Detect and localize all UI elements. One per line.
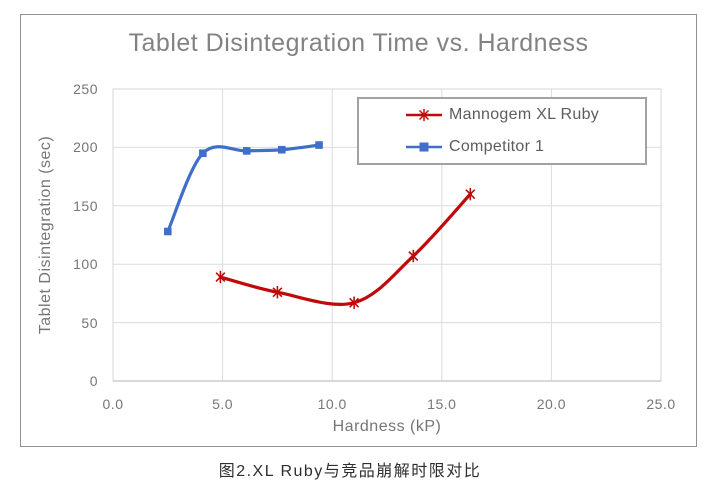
y-tick-label: 50 [81,314,98,331]
chart-frame [20,14,697,447]
asterisk-marker-icon [406,109,442,121]
square-marker-icon [406,142,442,152]
y-axis-title: Tablet Disintegration (sec) [37,135,54,335]
legend-item-competitor: Competitor 1 [359,131,645,163]
x-tick-label: 20.0 [536,396,567,412]
legend-item-mannogem: Mannogem XL Ruby [359,99,645,131]
x-tick-label: 5.0 [212,396,234,412]
y-tick-label: 0 [89,373,98,389]
y-tick-label: 200 [73,139,98,156]
y-tick-label: 150 [73,197,98,214]
chart-title: Tablet Disintegration Time vs. Hardness [128,29,589,57]
x-tick-label: 15.0 [427,396,457,412]
x-tick-label: 0.0 [102,396,124,412]
figure-caption: 图2.XL Ruby与竞品崩解时限对比 [218,463,482,480]
legend: Mannogem XL Ruby Competitor 1 [357,97,647,165]
y-tick-label: 250 [73,81,98,97]
x-tick-label: 10.0 [317,396,347,412]
legend-label-mannogem: Mannogem XL Ruby [449,106,600,123]
y-tick-label: 100 [73,256,98,273]
legend-label-competitor: Competitor 1 [449,138,545,155]
x-axis-title: Hardness (kP) [332,418,442,435]
x-tick-label: 25.0 [646,396,676,412]
